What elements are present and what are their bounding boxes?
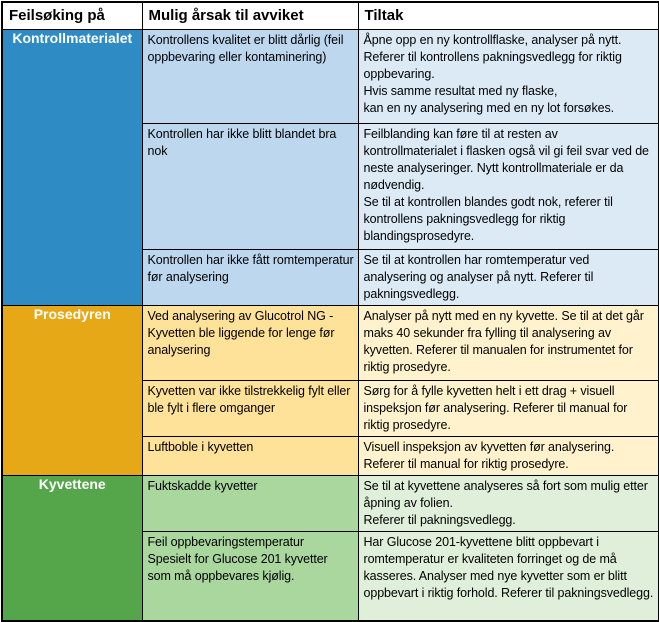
table-row: Kontrollmaterialet Kontrollens kvalitet … bbox=[1, 28, 659, 306]
action-cell: Se til at kyvettene analyseres så fort s… bbox=[357, 474, 659, 532]
group-cell-kyvettene: Kyvettene bbox=[1, 474, 143, 622]
action-cell: Se til at kontrollen har romtemperatur v… bbox=[357, 248, 659, 306]
table-row: Kontrollen har ikke fått romtemperatur f… bbox=[2, 248, 659, 306]
group-cell-kontrollmaterialet: Kontrollmaterialet bbox=[1, 28, 143, 306]
action-cell: Visuell inspeksjon av kyvetten før analy… bbox=[357, 435, 659, 476]
cause-cell: Fuktskadde kyvetter bbox=[141, 474, 359, 532]
table-row: Prosedyren Ved analysering av Glucotrol … bbox=[1, 304, 659, 476]
column-header-troubleshooting: Feilsøking på bbox=[1, 1, 143, 30]
cause-cell: Kontrollen har ikke fått romtemperatur f… bbox=[141, 248, 359, 306]
table-row: Kyvetten var ikke tilstrekkelig fylt ell… bbox=[2, 379, 659, 437]
action-cell: Åpne opp en ny kontrollflaske, analyser … bbox=[357, 28, 659, 124]
action-cell: Sørg for å fylle kyvetten helt i ett dra… bbox=[357, 379, 659, 437]
table-row: Luftboble i kyvetten Visuell inspeksjon … bbox=[2, 435, 659, 476]
action-cell: Analyser på nytt med en ny kyvette. Se t… bbox=[357, 304, 659, 381]
column-header-action: Tiltak bbox=[357, 1, 659, 30]
cause-cell: Ved analysering av Glucotrol NG - Kyvett… bbox=[141, 304, 359, 381]
column-header-cause: Mulig årsak til avviket bbox=[141, 1, 359, 30]
cause-cell: Luftboble i kyvetten bbox=[141, 435, 359, 476]
group-cell-prosedyren: Prosedyren bbox=[1, 304, 143, 476]
table-row: Kyvettene Fuktskadde kyvetter Se til at … bbox=[1, 474, 659, 622]
cause-cell: Kontrollens kvalitet er blitt dårlig (fe… bbox=[141, 28, 359, 124]
cause-cell: Feil oppbevaringstemperatur Spesielt for… bbox=[141, 530, 359, 622]
action-cell: Feilblanding kan føre til at resten av k… bbox=[357, 122, 659, 250]
cause-cell: Kyvetten var ikke tilstrekkelig fylt ell… bbox=[141, 379, 359, 437]
cause-cell: Kontrollen har ikke blitt blandet bra no… bbox=[141, 122, 359, 250]
header-row: Feilsøking på Mulig årsak til avviket Ti… bbox=[1, 1, 659, 30]
